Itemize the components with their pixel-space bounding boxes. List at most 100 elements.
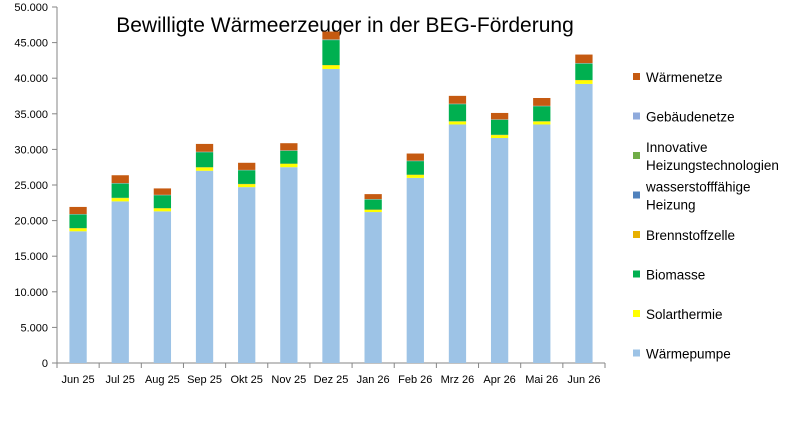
bar-segment [407, 161, 424, 175]
bar-stack [69, 207, 86, 363]
bar-stack [322, 32, 339, 363]
legend-swatch [633, 152, 640, 159]
bar-stack [491, 113, 508, 363]
bar-segment [112, 175, 129, 183]
legend-label: Solarthermie [646, 307, 723, 322]
bar-stack [154, 188, 171, 363]
y-tick-label: 25.000 [14, 180, 48, 192]
bar-segment [112, 198, 129, 201]
bar-segment [154, 208, 171, 211]
y-tick-label: 15.000 [14, 251, 48, 263]
bar-segment [491, 120, 508, 135]
x-tick-label: Sep 25 [187, 374, 222, 386]
legend-label: Brennstoffzelle [646, 228, 735, 243]
bar-segment [449, 104, 466, 121]
legend-label: Gebäudenetze [646, 110, 735, 125]
bar-segment [280, 151, 297, 164]
bar-segment [238, 184, 255, 187]
legend-swatch [633, 350, 640, 357]
bar-segment [112, 201, 129, 363]
x-tick-label: Jan 26 [357, 374, 390, 386]
bar-stack [280, 143, 297, 363]
legend-swatch [633, 271, 640, 278]
x-tick-label: Mrz 26 [441, 374, 475, 386]
bar-segment [154, 188, 171, 194]
x-tick-label: Okt 25 [230, 374, 262, 386]
legend-label: Wärmepumpe [646, 347, 731, 362]
bar-segment [322, 40, 339, 65]
x-tick-label: Mai 26 [525, 374, 558, 386]
bar-segment [533, 122, 550, 125]
bar-segment [449, 124, 466, 363]
bar-stack [238, 163, 255, 363]
bar-stack [449, 96, 466, 363]
legend-item: Gebäudenetze [633, 110, 735, 125]
bar-segment [491, 135, 508, 138]
legend-swatch [633, 310, 640, 317]
legend-swatch [633, 231, 640, 238]
bar-segment [238, 187, 255, 363]
x-tick-label: Apr 26 [483, 374, 515, 386]
legend-item: Wärmenetze [633, 70, 723, 85]
x-tick-label: Jun 25 [62, 374, 95, 386]
bar-stack [112, 175, 129, 363]
bar-segment [196, 171, 213, 363]
bar-stack [196, 144, 213, 363]
bar-segment [196, 144, 213, 152]
bar-segment [575, 80, 592, 84]
legend-label: Wärmenetze [646, 70, 723, 85]
bar-segment [69, 231, 86, 363]
bar-segment [322, 32, 339, 40]
bar-segment [196, 152, 213, 167]
legend-swatch [633, 113, 640, 120]
bar-segment [407, 178, 424, 363]
bar-stack [533, 98, 550, 363]
bar-segment [322, 65, 339, 69]
legend-item: Solarthermie [633, 307, 723, 322]
bar-segment [280, 167, 297, 363]
x-tick-label: Dez 25 [314, 374, 349, 386]
y-tick-label: 5.000 [20, 322, 48, 334]
bar-segment [575, 84, 592, 363]
bar-segment [365, 210, 382, 212]
y-tick-label: 35.000 [14, 109, 48, 121]
legend-item: Wärmepumpe [633, 347, 731, 362]
y-tick-label: 45.000 [14, 38, 48, 50]
bar-segment [69, 228, 86, 231]
legend-swatch [633, 192, 640, 199]
bar-segment [112, 184, 129, 198]
bar-stack [575, 55, 592, 363]
bar-segment [365, 200, 382, 210]
bar-segment [533, 98, 550, 106]
bar-segment [196, 168, 213, 171]
x-tick-label: Feb 26 [398, 374, 432, 386]
y-tick-label: 40.000 [14, 73, 48, 85]
legend-swatch [633, 73, 640, 80]
bar-segment [533, 106, 550, 121]
bar-segment [322, 69, 339, 363]
bar-segment [575, 64, 592, 80]
y-tick-label: 0 [42, 358, 48, 370]
bar-segment [238, 170, 255, 184]
chart-title: Bewilligte Wärmeerzeuger in der BEG-Förd… [116, 14, 574, 37]
y-tick-label: 20.000 [14, 216, 48, 228]
x-tick-label: Jun 26 [567, 374, 600, 386]
bar-segment [280, 143, 297, 150]
bar-segment [491, 138, 508, 363]
bar-segment [69, 207, 86, 214]
bar-segment [449, 96, 466, 104]
bar-segment [69, 215, 86, 229]
bar-segment [449, 122, 466, 125]
y-tick-label: 50.000 [14, 2, 48, 14]
x-tick-label: Nov 25 [271, 374, 306, 386]
bar-segment [365, 212, 382, 363]
bar-stack [407, 154, 424, 363]
legend-label: Biomasse [646, 268, 705, 283]
bar-segment [407, 154, 424, 161]
y-tick-label: 30.000 [14, 144, 48, 156]
x-tick-label: Jul 25 [106, 374, 135, 386]
bar-segment [407, 175, 424, 178]
bar-segment [280, 164, 297, 167]
